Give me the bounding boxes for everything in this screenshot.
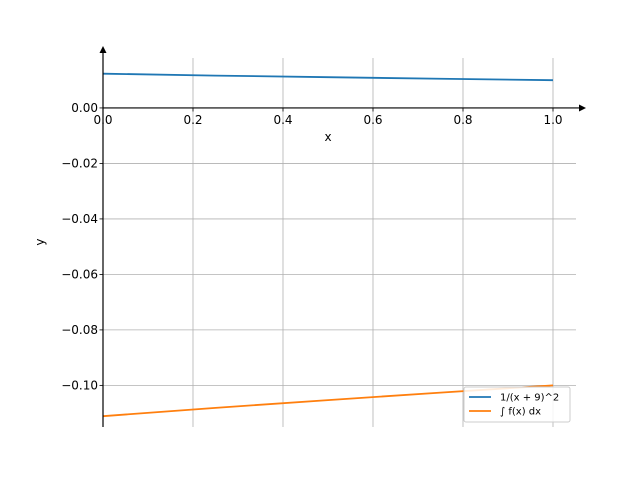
x-tick-label: 0.4 [273, 113, 292, 127]
axes [99, 46, 586, 427]
legend-label: ∫ f(x) dx [500, 407, 541, 418]
y-tick-label: −0.02 [61, 156, 98, 170]
x-tick-label: 0.2 [183, 113, 202, 127]
legend-label: 1/(x + 9)^2 [500, 393, 559, 404]
ticks: 0.0 0.2 0.4 0.6 0.8 1.0 0.00 −0.02 −0.04 −0.06 −0.… [61, 101, 562, 392]
y-axis-arrow-icon [99, 46, 107, 53]
grid [103, 58, 576, 427]
x-axis-arrow-icon [579, 104, 586, 112]
x-tick-label: 0.8 [453, 113, 472, 127]
y-axis-title: y [33, 238, 47, 245]
x-tick-label: 0.6 [363, 113, 382, 127]
legend: 1/(x + 9)^2 ∫ f(x) dx [463, 386, 571, 423]
y-tick-label: 0.00 [71, 101, 98, 115]
series-line [102, 72, 554, 82]
series-lines [102, 72, 554, 418]
y-tick-label: −0.04 [61, 212, 98, 226]
x-tick-label: 0.0 [93, 113, 112, 127]
x-tick-label: 1.0 [543, 113, 562, 127]
y-tick-label: −0.08 [61, 323, 98, 337]
x-axis-title: x [324, 130, 331, 144]
y-tick-label: −0.10 [61, 378, 98, 392]
y-tick-label: −0.06 [61, 267, 98, 281]
legend-box [463, 386, 571, 423]
